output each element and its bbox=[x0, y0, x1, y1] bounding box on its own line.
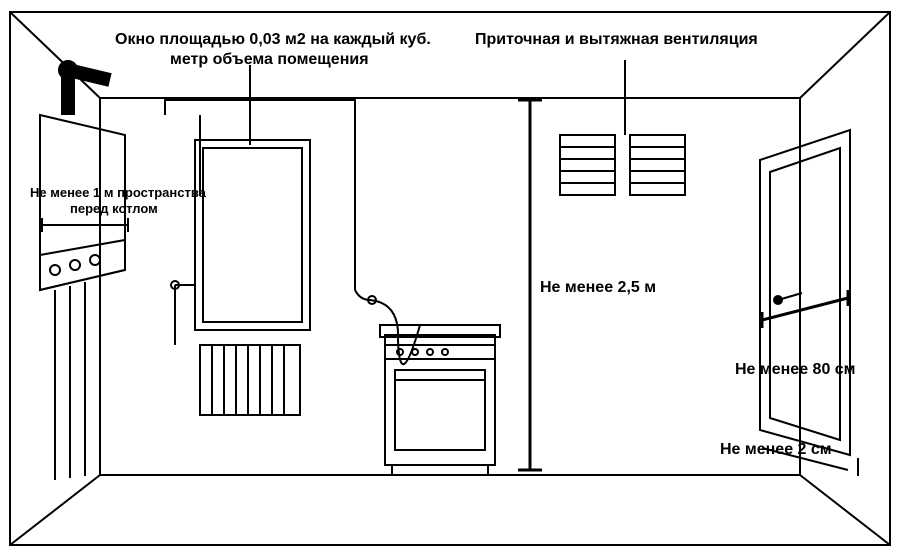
boiler-spacing-dimension bbox=[42, 218, 128, 232]
label-window-area-l1: Окно площадью 0,03 м2 на каждый куб. bbox=[115, 30, 431, 50]
corner-br bbox=[800, 475, 890, 545]
corner-tl bbox=[10, 12, 100, 98]
vent-grilles bbox=[560, 60, 685, 195]
label-ventilation: Приточная и вытяжная вентиляция bbox=[475, 30, 758, 50]
label-window-area-l2: метр объема помещения bbox=[170, 50, 369, 70]
room-svg bbox=[0, 0, 900, 557]
gas-hose bbox=[355, 290, 420, 364]
label-ceiling-height: Не менее 2,5 м bbox=[540, 278, 656, 298]
label-boiler-space-l1: Не менее 1 м пространства bbox=[30, 185, 206, 201]
diagram-canvas: Окно площадью 0,03 м2 на каждый куб. мет… bbox=[0, 0, 900, 557]
corner-bl bbox=[10, 475, 100, 545]
label-door-gap: Не менее 2 см bbox=[720, 440, 832, 460]
back-wall bbox=[100, 98, 800, 475]
door-width-dimension bbox=[762, 290, 848, 328]
corner-tr bbox=[800, 12, 890, 98]
boiler bbox=[40, 61, 125, 480]
label-boiler-space-l2: перед котлом bbox=[70, 201, 158, 217]
radiator bbox=[200, 345, 300, 415]
label-door-width: Не менее 80 см bbox=[735, 360, 856, 380]
door bbox=[760, 130, 850, 455]
window bbox=[165, 65, 355, 345]
ceiling-height-dimension bbox=[518, 100, 542, 470]
